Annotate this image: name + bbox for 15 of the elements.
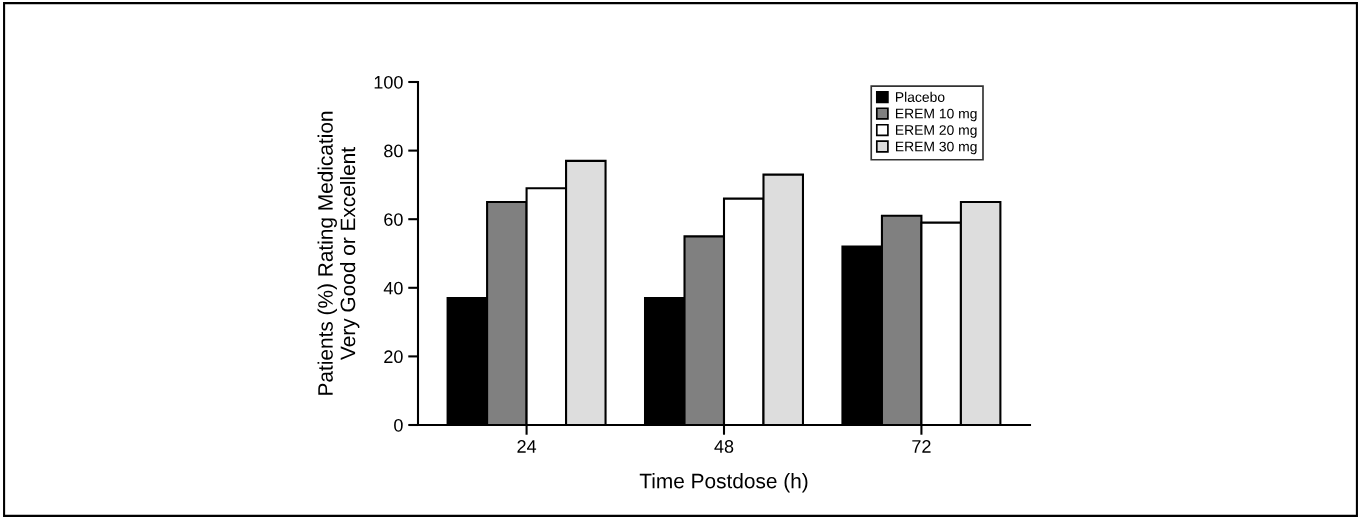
x-tick-label: 24 (517, 440, 537, 453)
y-tick-label: 20 (384, 350, 403, 364)
legend-label: Placebo (895, 91, 945, 102)
legend-label: EREM 30 mg (895, 141, 977, 155)
y-tick-label: 0 (394, 418, 403, 432)
x-tick-label: 72 (912, 440, 931, 453)
x-axis-title: Time Postdose (h) (639, 473, 808, 493)
legend-label: EREM 10 mg (895, 108, 977, 122)
legend-label: EREM 20 mg (895, 125, 977, 138)
x-tick-label: 48 (714, 440, 734, 453)
y-tick-label: 100 (374, 75, 403, 89)
y-axis-title: Patients (%) Rating Medication Very Good or Excellent (317, 111, 360, 395)
y-tick-label: 40 (383, 281, 403, 295)
y-tick-label: 80 (384, 144, 403, 158)
y-tick-label: 60 (384, 213, 403, 226)
